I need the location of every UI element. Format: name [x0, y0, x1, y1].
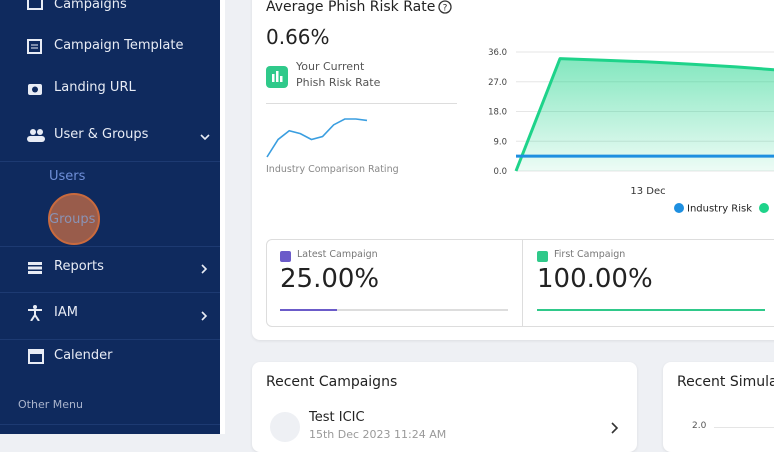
sparkline — [266, 118, 368, 158]
nav-subitem[interactable]: Groups — [49, 212, 96, 227]
progress-track — [280, 309, 508, 311]
nav-item[interactable]: User & Groups — [54, 127, 149, 142]
separator — [0, 424, 220, 425]
chevron[interactable] — [611, 422, 619, 434]
campaign-value: 100.00% — [537, 264, 653, 294]
item-name[interactable]: Test ICIC — [309, 410, 365, 425]
sidebar: Campaigns Campaign Template Landing URL … — [0, 0, 220, 434]
svg-text:?: ? — [443, 4, 448, 14]
icon — [28, 349, 44, 364]
icon — [27, 129, 45, 142]
separator — [522, 240, 523, 326]
campaign-label: First Campaign — [554, 249, 626, 260]
separator — [266, 103, 457, 104]
divider — [220, 0, 225, 434]
legend-swatch — [280, 251, 291, 262]
y-tick-label: 0.0 — [493, 167, 507, 177]
area — [516, 58, 774, 171]
separator — [0, 246, 220, 247]
stat-caption: Industry Comparison Rating — [266, 164, 399, 175]
x-tick-label: 13 Dec — [630, 186, 665, 197]
card-title: Average Phish Risk Rate — [266, 0, 436, 15]
nav-item[interactable]: Reports — [54, 259, 104, 274]
icon — [28, 84, 42, 95]
risk-value: 0.66% — [266, 25, 330, 49]
nav-subitem[interactable]: Users — [49, 169, 86, 184]
section-label: Other Menu — [18, 398, 83, 411]
stat-label: Phish Risk Rate — [296, 76, 381, 89]
chevron — [200, 134, 210, 141]
nav-item[interactable]: Calender — [54, 348, 113, 363]
y-tick-label: 18.0 — [488, 108, 507, 118]
legend-label: Industry Risk — [687, 204, 752, 215]
risk-chart: 0.0 9.0 18.0 27.0 36.0 13 Dec Industry Risk — [488, 48, 774, 215]
campaign-label: Latest Campaign — [297, 249, 378, 260]
item-date: 15th Dec 2023 11:24 AM — [309, 428, 447, 441]
icon — [27, 39, 42, 54]
nav-item[interactable]: Campaigns — [54, 0, 127, 12]
card-title: Recent Simula — [677, 374, 774, 390]
chevron — [201, 264, 208, 274]
tick-label: 2.0 — [692, 421, 707, 431]
item-icon — [270, 412, 300, 442]
separator — [0, 292, 220, 293]
legend-marker — [759, 203, 769, 213]
progress-bar — [280, 309, 337, 311]
stat-icon — [266, 66, 288, 88]
icon — [28, 262, 42, 274]
legend-marker — [674, 203, 684, 213]
chevron — [201, 311, 208, 321]
sparkline-line — [266, 118, 368, 158]
nav-item[interactable]: IAM — [54, 305, 78, 320]
nav-item[interactable]: Landing URL — [54, 80, 136, 95]
y-tick-label: 9.0 — [493, 137, 507, 147]
grid-line — [714, 427, 774, 428]
nav-item[interactable]: Campaign Template — [54, 38, 184, 53]
separator — [0, 161, 220, 162]
stat-label: Your Current — [296, 60, 365, 73]
series-line — [514, 57, 774, 172]
icon — [28, 305, 42, 321]
y-tick-label: 27.0 — [488, 78, 507, 88]
help-icon[interactable]: ? — [438, 0, 452, 14]
campaign-box — [266, 239, 774, 327]
card-title: Recent Campaigns — [266, 374, 398, 390]
campaign-value: 25.00% — [280, 264, 380, 294]
icon — [27, 0, 43, 10]
progress-bar — [537, 309, 765, 311]
y-tick-label: 36.0 — [488, 48, 507, 58]
legend-swatch — [537, 251, 548, 262]
click-indicator — [48, 193, 100, 245]
separator — [0, 339, 220, 340]
